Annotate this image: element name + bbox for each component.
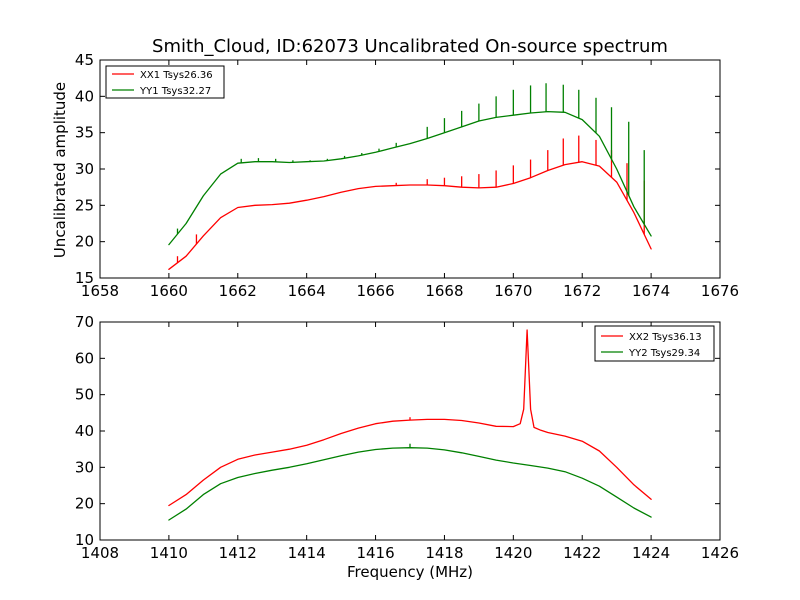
y-tick-label: 45 (75, 51, 94, 69)
y-axis-label: Uncalibrated amplitude (51, 82, 69, 258)
legend-box (594, 325, 715, 362)
x-tick-label: 1424 (632, 544, 670, 562)
legend-label-yy2: YY2 Tsys29.34 (628, 348, 700, 359)
top-chart-panel: Smith_Cloud, ID:62073 Uncalibrated On-so… (51, 36, 739, 300)
y-tick-label: 20 (75, 233, 94, 251)
y-tick-label: 60 (75, 349, 94, 367)
x-tick-label: 1414 (288, 544, 326, 562)
x-tick-label: 1666 (356, 282, 394, 300)
bottom-axis-ticks: 1408 1410 1412 1414 1416 1418 1420 1422 1424 1426… (75, 313, 739, 562)
x-tick-label: 1664 (288, 282, 326, 300)
top-axis-ticks: 1658 1660 1662 1664 1666 1668 1670 1672 1674 1676… (75, 51, 739, 300)
x-tick-label: 1674 (632, 282, 670, 300)
y-tick-label: 40 (75, 87, 94, 105)
legend-box (105, 65, 225, 99)
chart-title: Smith_Cloud, ID:62073 Uncalibrated On-so… (152, 36, 668, 57)
bottom-plot-series (168, 329, 652, 521)
series-line-yy1 (168, 110, 652, 246)
x-tick-label: 1422 (563, 544, 601, 562)
top-legend: XX1 Tsys26.36 YY1 Tsys32.27 (105, 65, 225, 99)
bottom-legend: XX2 Tsys36.13 YY2 Tsys29.34 (594, 325, 715, 362)
top-plot-series (168, 83, 652, 270)
x-tick-label: 1418 (425, 544, 463, 562)
series-line-xx2 (168, 329, 652, 507)
bottom-plot-frame (99, 321, 721, 541)
y-tick-label: 40 (75, 422, 94, 440)
x-tick-label: 1420 (494, 544, 532, 562)
bottom-chart-panel: Frequency (MHz) 1408 1410 1412 1414 1416 1418… (75, 313, 739, 581)
y-tick-label: 35 (75, 124, 94, 142)
y-tick-label: 25 (75, 196, 94, 214)
x-tick-label: 1672 (563, 282, 601, 300)
x-tick-label: 1658 (81, 282, 119, 300)
x-tick-label: 1670 (494, 282, 532, 300)
top-plot-frame (99, 59, 721, 279)
x-tick-label: 1660 (150, 282, 188, 300)
x-tick-label: 1410 (150, 544, 188, 562)
y-tick-label: 15 (75, 269, 94, 287)
y-tick-label: 70 (75, 313, 94, 331)
x-tick-label: 1426 (701, 544, 739, 562)
legend-label-xx2: XX2 Tsys36.13 (629, 332, 702, 343)
y-tick-label: 50 (75, 386, 94, 404)
y-tick-label: 30 (75, 458, 94, 476)
series-line-xx1 (168, 161, 652, 270)
y-tick-label: 10 (75, 531, 94, 549)
y-tick-label: 30 (75, 160, 94, 178)
x-tick-label: 1662 (219, 282, 257, 300)
legend-label-yy1: YY1 Tsys32.27 (139, 86, 211, 97)
x-axis-label: Frequency (MHz) (347, 563, 473, 581)
y-tick-label: 20 (75, 495, 94, 513)
legend-label-xx1: XX1 Tsys26.36 (140, 70, 213, 81)
x-tick-label: 1676 (701, 282, 739, 300)
x-tick-label: 1668 (425, 282, 463, 300)
x-tick-label: 1412 (219, 544, 257, 562)
x-tick-label: 1408 (81, 544, 119, 562)
x-tick-label: 1416 (356, 544, 394, 562)
